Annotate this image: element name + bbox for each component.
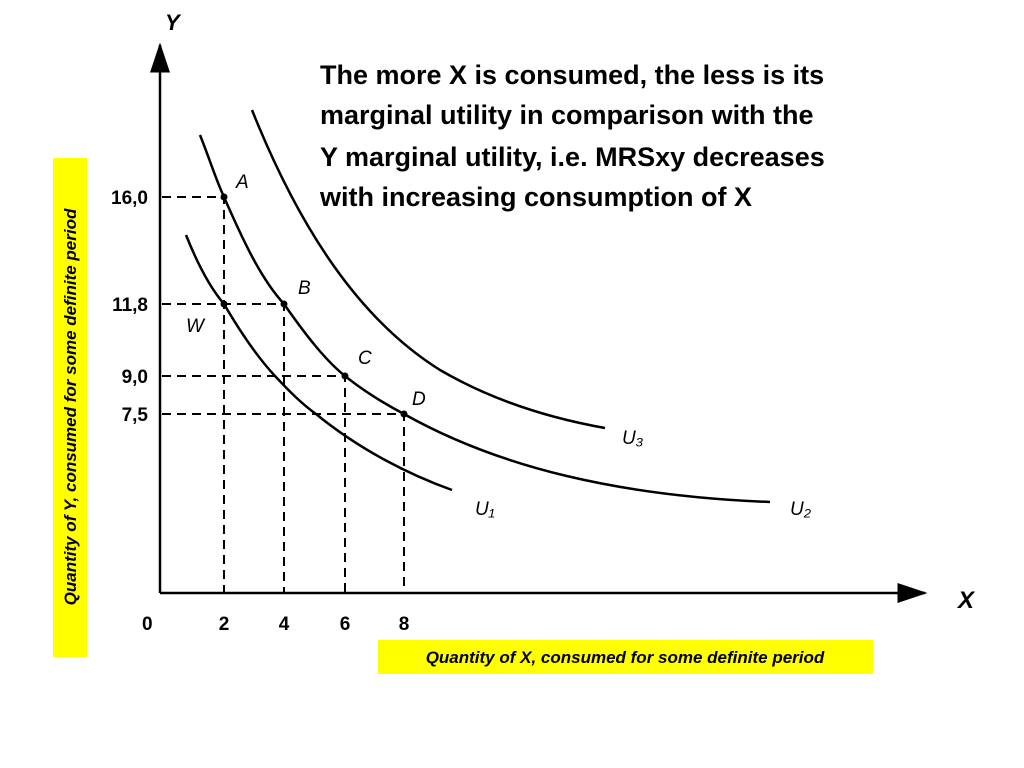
point-label: C <box>358 348 372 369</box>
annotation-line: The more X is consumed, the less is its <box>320 60 824 90</box>
curve-u1 <box>184 234 453 492</box>
point-label: B <box>298 278 311 299</box>
curve-label: U₁ <box>475 499 495 520</box>
origin-label: 0 <box>142 614 153 635</box>
point-label: A <box>235 172 249 193</box>
x-tick-label: 4 <box>279 614 290 635</box>
y-tick-label: 11,8 <box>112 295 148 316</box>
point-label: W <box>186 316 206 337</box>
point-dots <box>220 193 408 418</box>
y-tick-label: 7,5 <box>122 405 149 426</box>
y-axis-label: Y <box>165 10 182 35</box>
x-title-box <box>378 640 873 674</box>
annotation-line: Y marginal utility, i.e. MRSxy decreases <box>320 142 825 172</box>
y-axis-title: Quantity of Y, consumed for some definit… <box>61 208 80 605</box>
guide-lines <box>162 196 405 593</box>
curve-label: U₃ <box>622 428 644 449</box>
x-tick-label: 6 <box>340 614 351 635</box>
x-tick-label: 8 <box>399 614 410 635</box>
y-tick-label: 16,0 <box>111 188 148 209</box>
y-tick-label: 9,0 <box>122 367 148 388</box>
x-axis-title: Quantity of X, consumed for some definit… <box>426 648 825 667</box>
x-axis-label: X <box>956 587 976 614</box>
point-label: D <box>412 389 426 410</box>
annotation-line: with increasing consumption of X <box>319 182 752 212</box>
curve-label: U₂ <box>790 499 812 520</box>
x-tick-label: 2 <box>219 614 230 635</box>
y-title-box <box>53 158 87 657</box>
curve-u3 <box>250 109 606 430</box>
annotation-line: marginal utility in comparison with the <box>320 100 814 130</box>
